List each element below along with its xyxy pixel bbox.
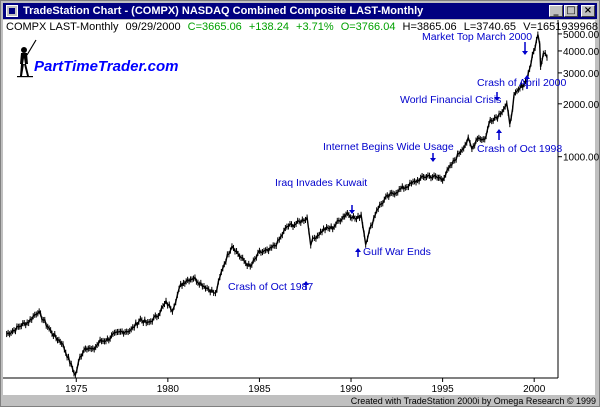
close-button[interactable]: × xyxy=(581,5,595,17)
low-value: L=3740.65 xyxy=(463,21,517,33)
annotation-arrowhead xyxy=(522,51,528,55)
y-tick-label: 3000.00 xyxy=(563,69,600,80)
x-tick-label: 1990 xyxy=(340,384,363,395)
footer-credit: Created with TradeStation 2000i by Omega… xyxy=(350,396,596,406)
change-pct-value: +3.71% xyxy=(296,21,334,33)
maximize-button[interactable]: □ xyxy=(564,5,578,17)
x-tick-label: 1980 xyxy=(157,384,180,395)
price-series-line xyxy=(6,34,548,377)
change-value: +138.24 xyxy=(248,21,289,33)
quote-header: COMPX LAST-Monthly 09/29/2000 C=3665.06 … xyxy=(6,21,600,33)
annotation-label: World Financial Crisis xyxy=(400,94,501,106)
y-tick-label: 1000.00 xyxy=(563,153,600,164)
annotation-label: Iraq Invades Kuwait xyxy=(275,177,367,189)
volume-value: V=1651939968 xyxy=(523,21,599,33)
golfer-icon xyxy=(17,39,37,78)
symbol-label: COMPX LAST-Monthly xyxy=(6,21,119,33)
annotation-label: Market Top March 2000 xyxy=(422,31,532,43)
annotation-label: Gulf War Ends xyxy=(363,246,431,258)
title-bar[interactable]: TradeStation Chart - (COMPX) NASDAQ Comb… xyxy=(3,3,597,19)
x-tick-label: 2000 xyxy=(523,384,546,395)
app-icon[interactable] xyxy=(6,5,18,17)
annotation-arrowhead xyxy=(430,158,436,162)
x-tick-label: 1975 xyxy=(65,384,88,395)
annotation-label: Internet Begins Wide Usage xyxy=(323,141,454,153)
plot-area xyxy=(3,20,595,395)
annotation-arrowhead xyxy=(355,248,361,252)
window-title: TradeStation Chart - (COMPX) NASDAQ Comb… xyxy=(23,5,424,17)
annotation-label: Crash of Oct 1998 xyxy=(477,143,562,155)
x-tick-label: 1985 xyxy=(248,384,271,395)
high-value: H=3865.06 xyxy=(402,21,457,33)
annotation-arrowhead xyxy=(349,210,355,214)
close-value: C=3665.06 xyxy=(187,21,242,33)
annotation-arrowhead xyxy=(496,129,502,133)
y-tick-label: 2000.00 xyxy=(563,100,600,111)
x-tick-label: 1995 xyxy=(431,384,454,395)
annotation-arrowhead xyxy=(494,97,500,101)
annotation-arrowhead xyxy=(524,75,530,79)
minimize-button[interactable]: _ xyxy=(549,5,563,17)
logo-text: PartTimeTrader.com xyxy=(34,58,179,75)
y-tick-label: 5000.00 xyxy=(563,30,600,41)
annotation-arrowhead xyxy=(303,281,309,285)
open-value: O=3766.04 xyxy=(340,21,396,33)
annotation-label: Crash of April 2000 xyxy=(477,77,566,89)
date-label: 09/29/2000 xyxy=(125,21,181,33)
y-tick-label: 4000.00 xyxy=(563,47,600,58)
annotation-label: Crash of Oct 1987 xyxy=(228,281,313,293)
